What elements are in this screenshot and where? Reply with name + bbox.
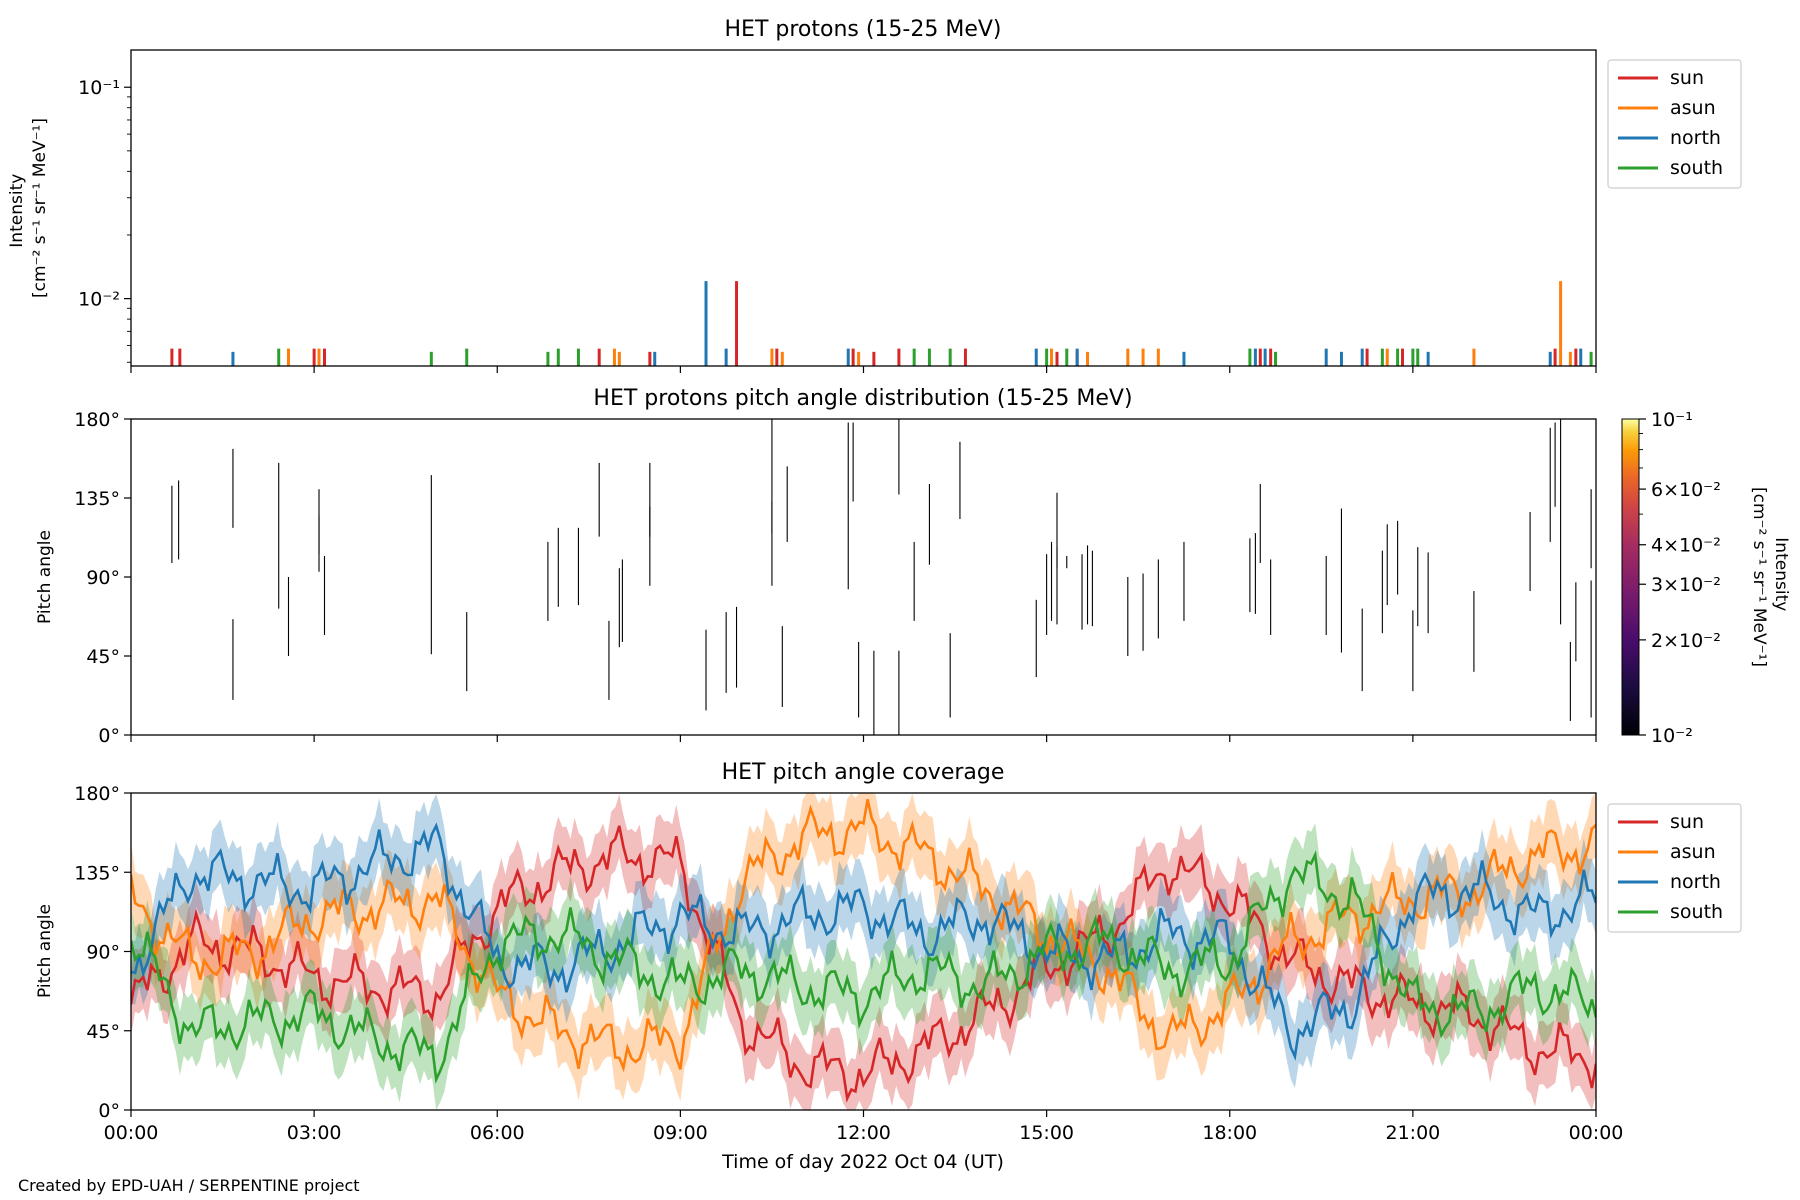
panel3-frame [130,792,1597,1111]
y-tick-label: 0° [98,1100,120,1122]
y-tick-label: 45° [86,646,120,668]
y-tick-label: 0° [98,725,120,747]
colorbar-tick-label: 3×10⁻² [1651,574,1721,596]
panel2-title: HET protons pitch angle distribution (15… [593,386,1132,411]
coverage-y-ticks: 0° 45° 90° 135° 180° [74,783,131,1122]
pad-ylabel: Pitch angle [35,530,55,624]
panel2-frame [130,418,1597,736]
x-tick-label: 18:00 [1202,1122,1257,1144]
colorbar [1621,418,1640,736]
pad-y-ticks: 0° 45° 90° 135° 180° [74,409,131,747]
intensity-ylabel-line1: Intensity [7,174,27,248]
legend-box [1607,59,1742,189]
intensity-ylabel-line2: [cm⁻² s⁻¹ sr⁻¹ MeV⁻¹] [30,118,50,298]
x-axis-label: Time of day 2022 Oct 04 (UT) [721,1151,1004,1173]
sun-legend-label: sun [1670,67,1704,89]
north-coverage-band [131,794,1596,1089]
north-legend-label: north [1670,127,1721,149]
south-legend-label: south [1670,157,1723,179]
x-tick-label: 00:00 [1569,1122,1624,1144]
credit-footer: Created by EPD-UAH / SERPENTINE project [18,1176,360,1195]
north-legend-label: north [1670,871,1721,893]
panel1-frame [130,49,1597,367]
x-tick-label: 00:00 [104,1122,159,1144]
y-tick-label: 135° [74,488,120,510]
x-tick-label: 15:00 [1019,1122,1074,1144]
colorbar-ticks: 10⁻² 2×10⁻² 3×10⁻² 4×10⁻² 6×10⁻² 10⁻¹ [1639,409,1721,747]
y-tick-label: 10⁻¹ [78,77,120,99]
colorbar-tick-label: 2×10⁻² [1651,630,1721,652]
coverage-ylabel: Pitch angle [35,904,55,998]
intensity-panel: HET protons (15-25 MeV) 10⁻² 10⁻¹ Intensi… [7,17,1742,373]
sun-legend-label: sun [1670,811,1704,833]
legend-top: sun asun north south [1607,59,1742,189]
asun-legend-label: asun [1670,841,1716,863]
intensity-spikes [170,281,1593,366]
sun-coverage-band [131,794,1596,1110]
panel1-title: HET protons (15-25 MeV) [725,17,1002,42]
svg-text:Intensity [cm⁻² s⁻¹ sr⁻¹: Intensity [cm⁻² s⁻¹ sr⁻¹ MeV⁻¹] [1749,487,1791,667]
north-coverage-line [131,822,1596,1061]
panel1-x-ticks [130,366,1597,373]
y-tick-label: 10⁻² [78,289,120,311]
y-tick-label: 90° [86,942,120,964]
legend-box [1607,803,1742,933]
south-coverage-line [131,850,1596,1085]
colorbar-tick-label: 6×10⁻² [1651,479,1721,501]
y-tick-label: 180° [74,783,120,805]
colorbar-tick-label: 10⁻¹ [1651,409,1693,431]
panel2-x-ticks [130,735,1597,742]
intensity-y-ticks: 10⁻² 10⁻¹ [78,77,131,363]
panel3-x-ticks: 00:00 03:00 06:00 09:00 12:00 15:00 18:00 21:00… [104,1110,1624,1144]
asun-coverage-line [131,799,1596,1073]
y-tick-label: 180° [74,409,120,431]
colorbar-tick-label: 4×10⁻² [1651,535,1721,557]
legend-bottom: sun asun north south [1607,803,1742,933]
panel3-title: HET pitch angle coverage [722,760,1005,785]
x-tick-label: 12:00 [836,1122,891,1144]
svg-text:Intensity [cm⁻² s⁻¹ sr⁻¹: Intensity [cm⁻² s⁻¹ sr⁻¹ MeV⁻¹] [7,118,50,298]
pad-segments [171,419,1592,735]
colorbar-label-line1: Intensity [1771,537,1791,611]
x-tick-label: 06:00 [470,1122,525,1144]
colorbar-tick-label: 10⁻² [1651,725,1693,747]
asun-legend-label: asun [1670,97,1716,119]
y-tick-label: 90° [86,567,120,589]
sun-coverage-line [131,825,1596,1103]
pad-panel: HET protons pitch angle distribution (15… [35,386,1791,747]
y-tick-label: 135° [74,862,120,884]
x-tick-label: 21:00 [1385,1122,1440,1144]
coverage-lines [131,799,1596,1103]
colorbar-label-line2: [cm⁻² s⁻¹ sr⁻¹ MeV⁻¹] [1749,487,1769,667]
y-tick-label: 45° [86,1021,120,1043]
south-legend-label: south [1670,901,1723,923]
x-tick-label: 03:00 [287,1122,342,1144]
coverage-panel: HET pitch angle coverage 0° 45° 90° 135° 180… [35,760,1742,1173]
x-tick-label: 09:00 [653,1122,708,1144]
